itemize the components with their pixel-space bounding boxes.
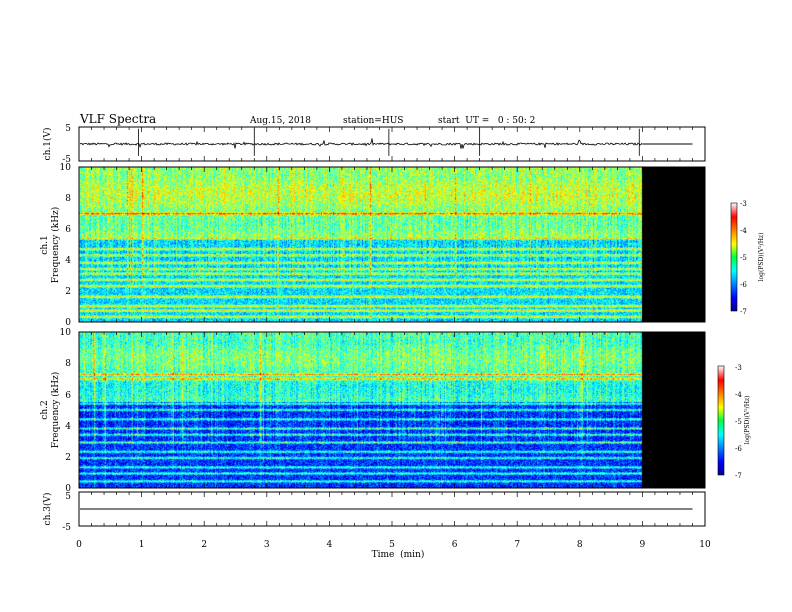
time-tick-label-2: 2 [201,540,207,550]
ch1-ytick-top: 5 [65,124,71,134]
time-axis-label: Time (min) [372,549,425,560]
date-label: Aug.15, 2018 [249,116,311,126]
ch1-ytick-6: 6 [65,225,71,235]
ch1-ytick-4: 4 [65,256,71,266]
ch1-colorbar-tick-5: -5 [740,254,747,262]
time-axis-tick-labels: 0 1 2 3 4 5 6 7 8 9 10 [76,540,711,550]
ch2-colorbar: -3 -4 -5 -6 -7 log(PSD)(V²/Hz) [717,364,751,480]
ch1-ylabel: ch.1(V) [42,128,53,161]
ch1-colorbar: -3 -4 -5 -6 -7 log(PSD)(V²/Hz) [730,200,765,316]
ch3-ytick-bottom: -5 [62,523,71,533]
ch2-spectrogram-image [79,332,705,488]
ch1-waveform-panel: 5 -5 ch.1(V) [42,124,706,165]
ch1-spectrogram-time-ticks [78,167,706,322]
ch1-spectrogram-ylabel: Frequency (kHz) [50,207,61,284]
ch1-spectrogram-image [79,167,705,322]
ch1-colorbar-tick-6: -6 [740,281,747,289]
time-tick-label-7: 7 [514,540,520,550]
time-tick-label-0: 0 [76,540,82,550]
ch2-ytick-6: 6 [65,391,71,401]
ch2-colorbar-tick-5: -5 [735,418,742,426]
ch2-colorbar-tick-4: -4 [735,391,742,399]
ch1-ytick-10: 10 [60,163,72,173]
ch1-time-ticks [78,127,706,161]
ch2-ytick-4: 4 [65,422,71,432]
ch1-ytick-0: 0 [65,318,71,328]
ch2-ytick-8: 8 [65,359,71,369]
time-tick-label-4: 4 [327,540,333,550]
ch1-colorbar-tick-3: -3 [740,200,747,208]
ch2-spectrogram-ylabel: Frequency (kHz) [50,372,61,449]
time-tick-label-10: 10 [699,540,711,550]
time-tick-label-9: 9 [640,540,646,550]
ch3-ylabel: ch.3(V) [42,493,53,526]
time-tick-label-3: 3 [264,540,270,550]
ch2-frequency-ticks: 0 2 4 6 8 10 [60,328,72,494]
ch2-spectrogram-channel-label: ch.2 [40,400,50,419]
ch2-ytick-10: 10 [60,328,72,338]
ch1-ytick-8: 8 [65,194,71,204]
ch3-time-ticks [78,492,706,526]
time-tick-label-1: 1 [139,540,145,550]
figure-title: VLF Spectra [79,112,156,126]
ch3-ytick-top: 5 [65,492,71,502]
ch2-colorbar-tick-3: -3 [735,364,742,372]
ch2-colorbar-gradient [717,365,725,476]
ch1-spectrogram-channel-label: ch.1 [40,235,50,254]
ch2-colorbar-label: log(PSD)(V²/Hz) [744,396,751,445]
ch1-colorbar-tick-7: -7 [740,308,747,316]
time-tick-label-8: 8 [577,540,583,550]
station-label: station=HUS [343,116,403,126]
ch1-ytick-bottom: -5 [62,155,71,165]
ch1-waveform-trace [80,128,643,156]
ch1-ytick-2: 2 [65,287,71,297]
time-tick-label-6: 6 [452,540,458,550]
ch1-colorbar-label: log(PSD)(V²/Hz) [758,233,765,282]
ch2-colorbar-tick-7: -7 [735,472,742,480]
start-time-label: start UT = 0 : 50: 2 [438,116,535,126]
ch3-waveform-panel: 5 -5 ch.3(V) [42,491,706,533]
ch2-colorbar-tick-6: -6 [735,445,742,453]
ch1-colorbar-tick-4: -4 [740,227,747,235]
ch1-frequency-ticks: 0 2 4 6 8 10 [60,163,72,328]
ch2-ytick-0: 0 [65,484,71,494]
ch2-spectrogram-time-ticks [78,332,706,488]
time-tick-label-5: 5 [389,540,395,550]
ch2-spectrogram-panel: 0 2 4 6 8 10 ch.2 Frequency (kHz) -3 -4 … [40,328,751,494]
ch1-colorbar-gradient [730,202,738,312]
ch2-ytick-2: 2 [65,453,71,463]
ch1-spectrogram-panel: 0 2 4 6 8 10 ch.1 Frequency (kHz) -3 -4 … [40,163,765,328]
